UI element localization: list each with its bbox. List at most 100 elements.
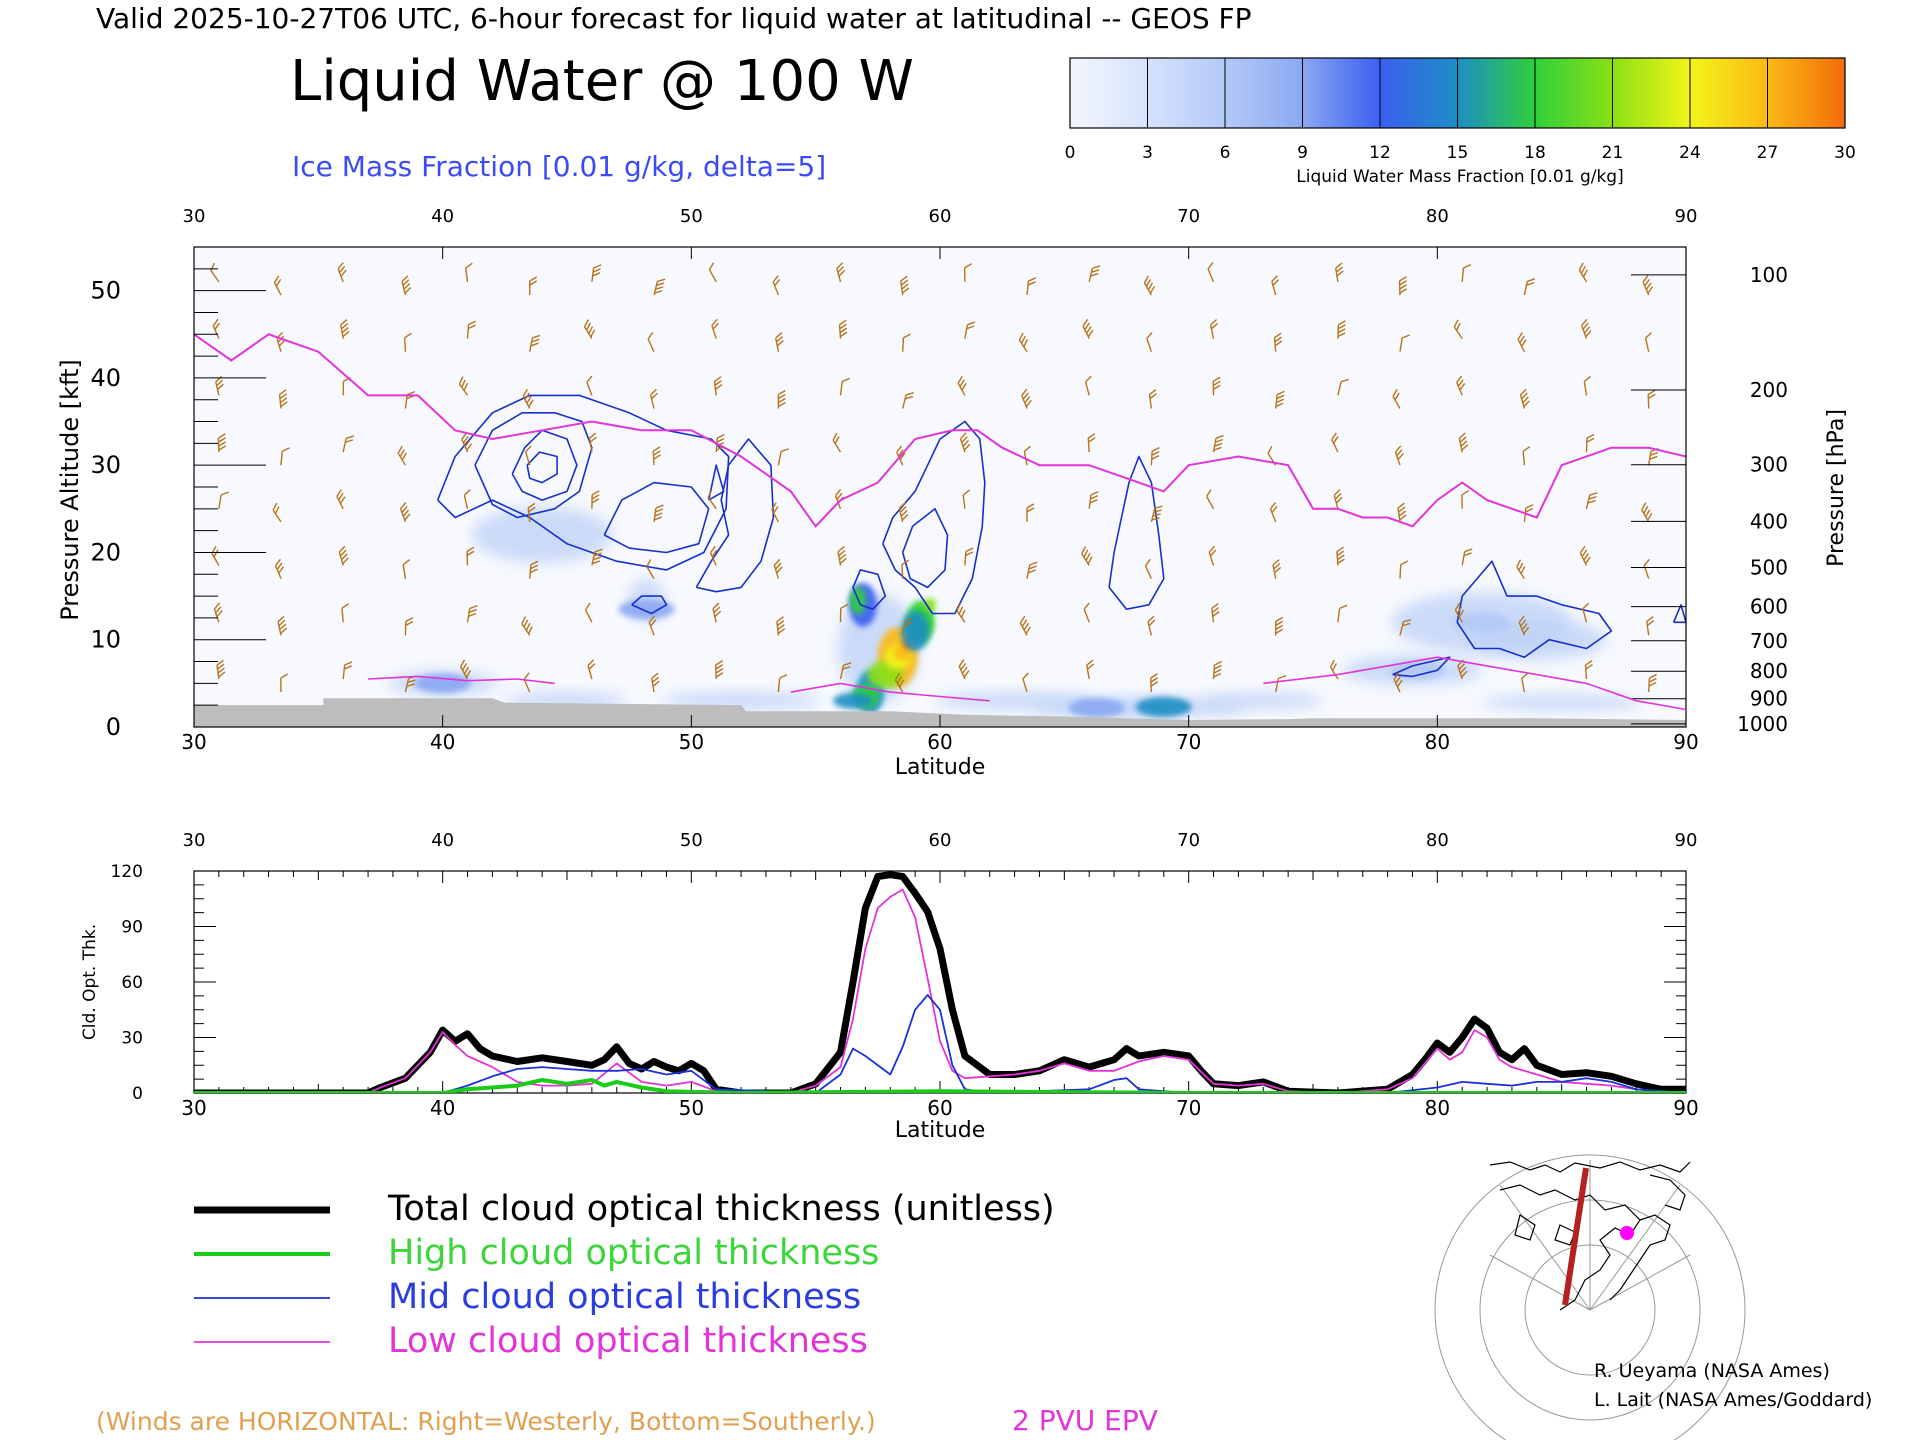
wind-barb bbox=[524, 445, 532, 466]
y-tick-label: 60 bbox=[121, 973, 143, 993]
wind-barb bbox=[591, 548, 603, 566]
x-tick-label-top: 80 bbox=[1426, 830, 1449, 851]
pressure-tick-label: 1000 bbox=[1737, 712, 1788, 736]
wind-barb bbox=[647, 332, 655, 352]
wind-barb bbox=[1333, 489, 1343, 509]
y-tick-label: 0 bbox=[106, 713, 121, 741]
wind-barb bbox=[1211, 603, 1220, 623]
series-line bbox=[194, 888, 1686, 1093]
wind-barb bbox=[902, 617, 913, 636]
liquid-water-blob bbox=[1068, 697, 1125, 718]
colorbar: 0 3 6 9 12 15 18 21 24 27 30 bbox=[1065, 57, 1856, 163]
wind-barb bbox=[466, 546, 475, 566]
wind-barb bbox=[651, 672, 660, 693]
x-tick-label-top: 30 bbox=[183, 206, 206, 227]
ice-contour bbox=[436, 394, 730, 571]
wind-barbs bbox=[210, 262, 1659, 693]
x-tick-label: 80 bbox=[1425, 730, 1450, 754]
x-tick-label-top: 80 bbox=[1426, 206, 1449, 227]
wind-barb bbox=[466, 320, 477, 339]
wind-barb bbox=[1578, 262, 1588, 283]
wind-barb bbox=[959, 432, 971, 453]
wind-barb bbox=[771, 502, 780, 523]
liquid-water-halo bbox=[1481, 694, 1642, 711]
wind-barb bbox=[775, 332, 784, 352]
wind-barb bbox=[1335, 262, 1344, 283]
ice-contour bbox=[1456, 560, 1613, 658]
wind-barb bbox=[1026, 561, 1038, 579]
ice-contour bbox=[707, 464, 725, 501]
wind-barb bbox=[1026, 277, 1037, 296]
wind-barb bbox=[707, 489, 717, 510]
y-tick-label: 90 bbox=[121, 918, 143, 938]
wind-barb bbox=[280, 673, 289, 693]
location-marker bbox=[1620, 1226, 1634, 1240]
wind-barb bbox=[839, 603, 849, 623]
wind-barb bbox=[711, 318, 720, 339]
wind-barb bbox=[399, 502, 411, 523]
ice-contour bbox=[882, 420, 986, 615]
wind-barb bbox=[278, 389, 288, 409]
x-tick-label: 30 bbox=[181, 730, 206, 754]
wind-barb bbox=[336, 489, 346, 510]
wind-barb bbox=[1646, 616, 1655, 636]
x-axis-label-top-panel: Latitude bbox=[895, 755, 986, 780]
wind-barb bbox=[591, 490, 600, 509]
wind-barb bbox=[709, 545, 718, 566]
y-tick-label: 20 bbox=[90, 538, 121, 566]
inset-map bbox=[1434, 1154, 1746, 1440]
wind-barb bbox=[836, 262, 846, 283]
wind-barb bbox=[1272, 559, 1282, 579]
wind-barb bbox=[529, 276, 538, 295]
wind-barb bbox=[342, 435, 355, 453]
wind-barb bbox=[708, 262, 717, 283]
wind-barb bbox=[1517, 332, 1527, 353]
credit-1: R. Ueyama (NASA Ames) bbox=[1594, 1360, 1830, 1382]
wind-barb bbox=[1581, 318, 1592, 339]
colorbar-segment bbox=[1380, 58, 1458, 128]
wind-barb bbox=[403, 332, 412, 352]
colorbar-tick-label: 24 bbox=[1679, 143, 1701, 163]
wind-barb bbox=[1212, 376, 1221, 396]
x-tick-label: 50 bbox=[679, 1096, 704, 1120]
colorbar-segment bbox=[1535, 58, 1613, 128]
ice-contour bbox=[526, 451, 558, 484]
wind-barb bbox=[402, 559, 410, 579]
terrain-area bbox=[194, 698, 1686, 727]
wind-barb bbox=[337, 262, 347, 283]
x-tick-label-top: 90 bbox=[1675, 206, 1698, 227]
wind-barb bbox=[342, 661, 353, 680]
wind-barb bbox=[902, 392, 915, 409]
wind-barb bbox=[653, 278, 666, 296]
x-tick-label: 40 bbox=[430, 730, 455, 754]
wind-barb bbox=[584, 602, 593, 623]
colorbar-tick-label: 27 bbox=[1757, 143, 1779, 163]
wind-barb bbox=[776, 616, 786, 636]
wind-barb bbox=[1337, 604, 1348, 623]
wind-barb bbox=[272, 502, 282, 523]
credit-2: L. Lait (NASA Ames/Goddard) bbox=[1594, 1389, 1872, 1411]
wind-barb bbox=[277, 615, 288, 636]
wind-barb bbox=[1393, 672, 1403, 693]
wind-barb bbox=[1523, 504, 1534, 522]
wind-barb bbox=[963, 263, 972, 282]
x-tick-label-top: 70 bbox=[1177, 206, 1200, 227]
wind-barb bbox=[1392, 389, 1401, 409]
ice-contour bbox=[603, 481, 710, 554]
wind-barb bbox=[465, 262, 473, 282]
wind-barb bbox=[397, 445, 407, 466]
wind-barb bbox=[521, 616, 533, 636]
wind-barb bbox=[964, 321, 976, 339]
wind-barb bbox=[523, 672, 531, 693]
liquid-water-field bbox=[387, 507, 1642, 718]
wind-barb bbox=[1019, 615, 1031, 636]
wind-barb bbox=[401, 275, 412, 296]
wind-barb bbox=[894, 672, 905, 693]
wind-barb bbox=[212, 318, 221, 339]
wind-barb bbox=[1329, 659, 1339, 680]
y-tick-label: 0 bbox=[132, 1084, 143, 1104]
wind-barb bbox=[1582, 602, 1590, 623]
wind-barb bbox=[1579, 545, 1591, 566]
wind-barb bbox=[957, 375, 967, 396]
x-tick-label-top: 40 bbox=[431, 206, 454, 227]
